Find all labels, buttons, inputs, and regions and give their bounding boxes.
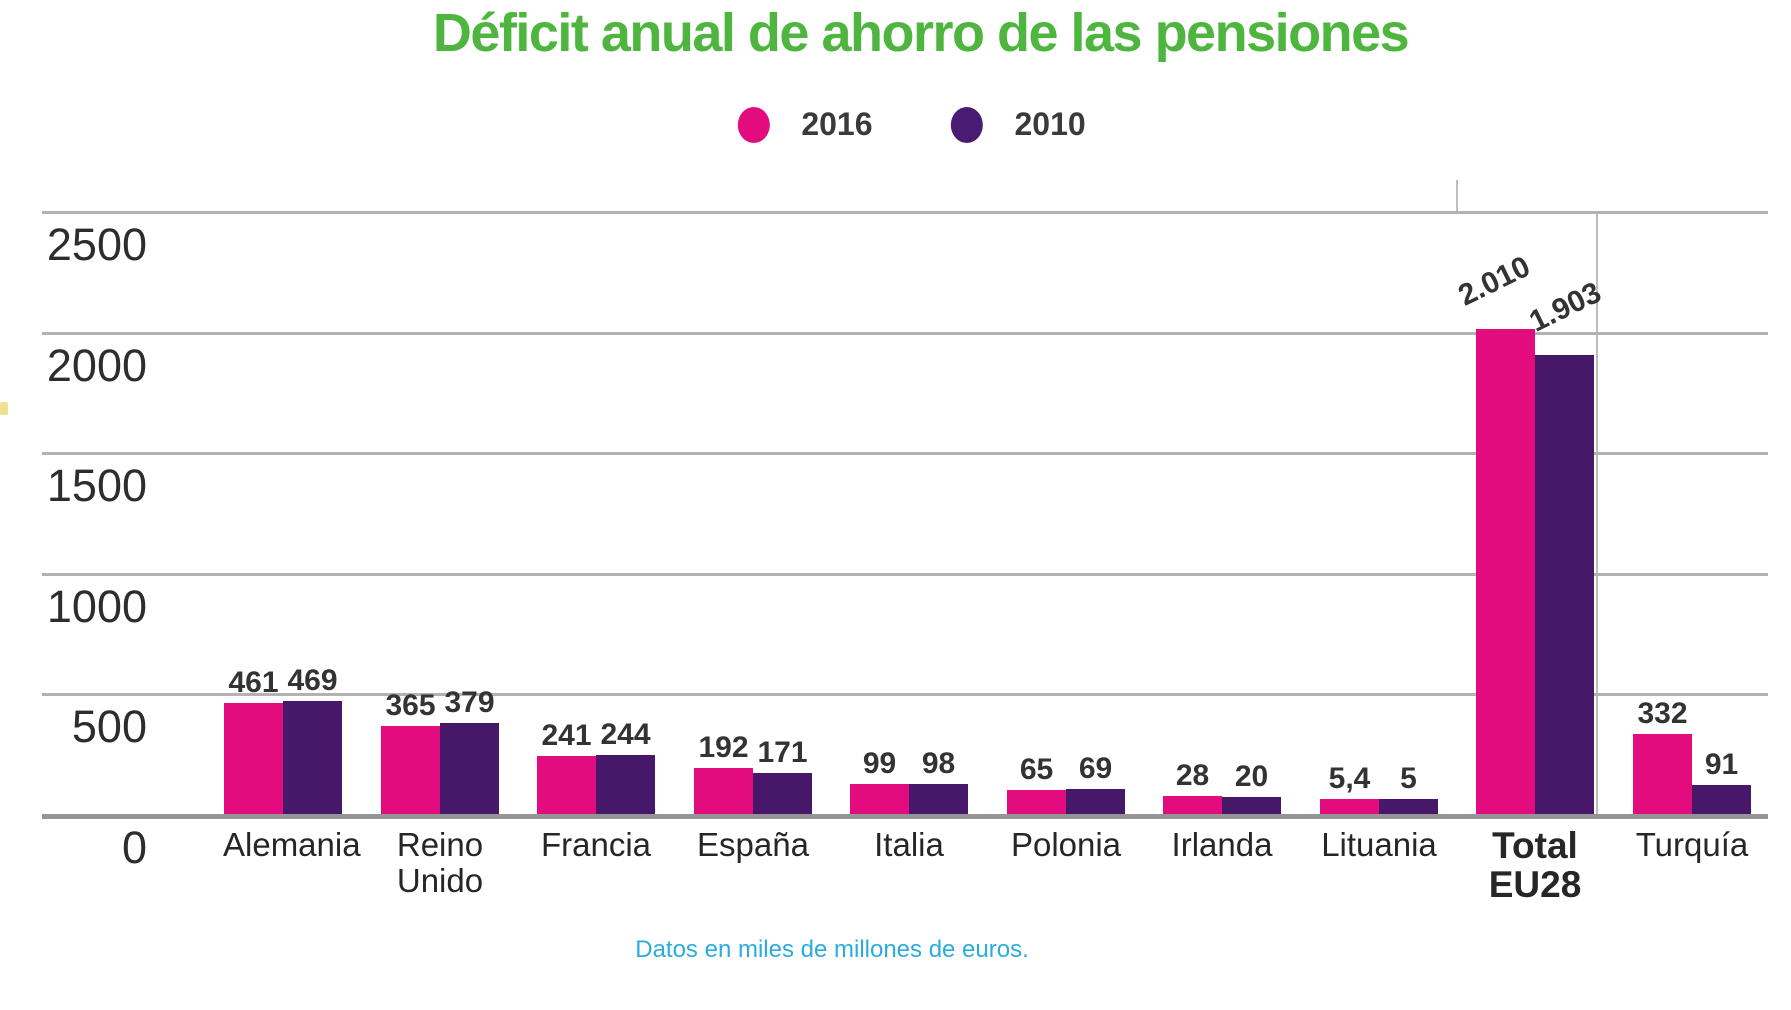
gridline-0	[42, 814, 1768, 819]
value-label-2010-alemania: 469	[287, 664, 338, 697]
value-label-2010-italia: 98	[921, 747, 956, 780]
bar-2016-francia	[537, 756, 596, 814]
value-label-2016-lituania: 5,4	[1328, 762, 1371, 795]
y-axis-label-1500: 1500	[46, 460, 147, 511]
value-label-2010-polonia: 69	[1078, 752, 1113, 785]
bar-2010-francia	[596, 755, 655, 814]
legend: 2016 2010	[737, 106, 1086, 143]
legend-item-2016: 2016	[737, 106, 873, 143]
y-axis-label-500: 500	[71, 701, 147, 752]
vertical-divider-line	[1596, 212, 1598, 815]
legend-swatch-2016-icon	[737, 106, 770, 143]
value-label-2016-irlanda: 28	[1175, 759, 1210, 792]
category-label-reino-unido: Reino Unido	[396, 826, 484, 899]
category-label-españa: España	[697, 826, 809, 863]
bar-2010-irlanda	[1222, 797, 1281, 814]
gridline-2500	[42, 211, 1768, 214]
y-axis-label-2000: 2000	[46, 340, 147, 391]
value-label-2016-italia: 99	[862, 747, 897, 780]
bar-2016-total-eu28	[1476, 329, 1535, 814]
value-label-2010-turquía: 91	[1704, 748, 1739, 781]
gridline-2000	[42, 332, 1768, 335]
gridline-500	[42, 693, 1768, 696]
category-label-polonia: Polonia	[1010, 826, 1122, 863]
value-label-2016-francia: 241	[541, 719, 592, 752]
vertical-divider-stub	[1456, 180, 1458, 214]
value-label-2016-polonia: 65	[1019, 753, 1054, 786]
value-label-2010-irlanda: 20	[1234, 760, 1269, 793]
value-label-2016-alemania: 461	[228, 666, 279, 699]
bar-2016-polonia	[1007, 790, 1066, 814]
bar-2016-alemania	[224, 703, 283, 814]
bar-2010-lituania	[1379, 799, 1438, 814]
gridline-1000	[42, 573, 1768, 576]
category-label-irlanda: Irlanda	[1171, 826, 1273, 863]
value-label-2016-españa: 192	[698, 731, 749, 764]
chart-title: Déficit anual de ahorro de las pensiones	[432, 3, 1410, 63]
footnote: Datos en miles de millones de euros.	[635, 936, 1029, 963]
value-label-2016-turquía: 332	[1637, 697, 1688, 730]
y-axis-label-2500: 2500	[46, 219, 147, 270]
value-label-2010-francia: 244	[600, 718, 651, 751]
bar-2010-reino-unido	[440, 723, 499, 814]
legend-label-2016: 2016	[801, 106, 873, 142]
value-label-2010-lituania: 5	[1400, 762, 1417, 795]
category-label-turquía: Turquía	[1635, 826, 1749, 863]
bar-2010-polonia	[1066, 789, 1125, 814]
bar-2016-irlanda	[1163, 796, 1222, 814]
decor-fragment	[0, 402, 8, 415]
legend-swatch-2010-icon	[950, 106, 983, 143]
category-label-alemania: Alemania	[223, 826, 361, 863]
bar-2010-total-eu28	[1535, 355, 1594, 814]
bar-2016-italia	[850, 784, 909, 814]
bar-2016-lituania	[1320, 799, 1379, 814]
legend-label-2010: 2010	[1014, 106, 1086, 142]
bar-2010-italia	[909, 784, 968, 814]
value-label-2016-reino-unido: 365	[385, 689, 436, 722]
value-label-2010-reino-unido: 379	[444, 686, 495, 719]
bar-2010-alemania	[283, 701, 342, 814]
category-label-lituania: Lituania	[1321, 826, 1437, 863]
category-label-total-eu28: Total EU28	[1488, 825, 1582, 905]
value-label-2016-total-eu28: 2.010	[1453, 249, 1536, 313]
bar-2016-reino-unido	[381, 726, 440, 814]
gridline-1500	[42, 452, 1768, 455]
category-label-francia: Francia	[540, 826, 652, 863]
value-label-2010-españa: 171	[757, 736, 808, 769]
y-axis-label-1000: 1000	[46, 581, 147, 632]
bar-2016-turquía	[1633, 734, 1692, 814]
bar-2010-españa	[753, 773, 812, 814]
legend-item-2010: 2010	[950, 106, 1086, 143]
bar-2016-españa	[694, 768, 753, 814]
bar-2010-turquía	[1692, 785, 1751, 814]
category-label-italia: Italia	[874, 826, 944, 863]
y-axis-label-0: 0	[121, 822, 147, 873]
